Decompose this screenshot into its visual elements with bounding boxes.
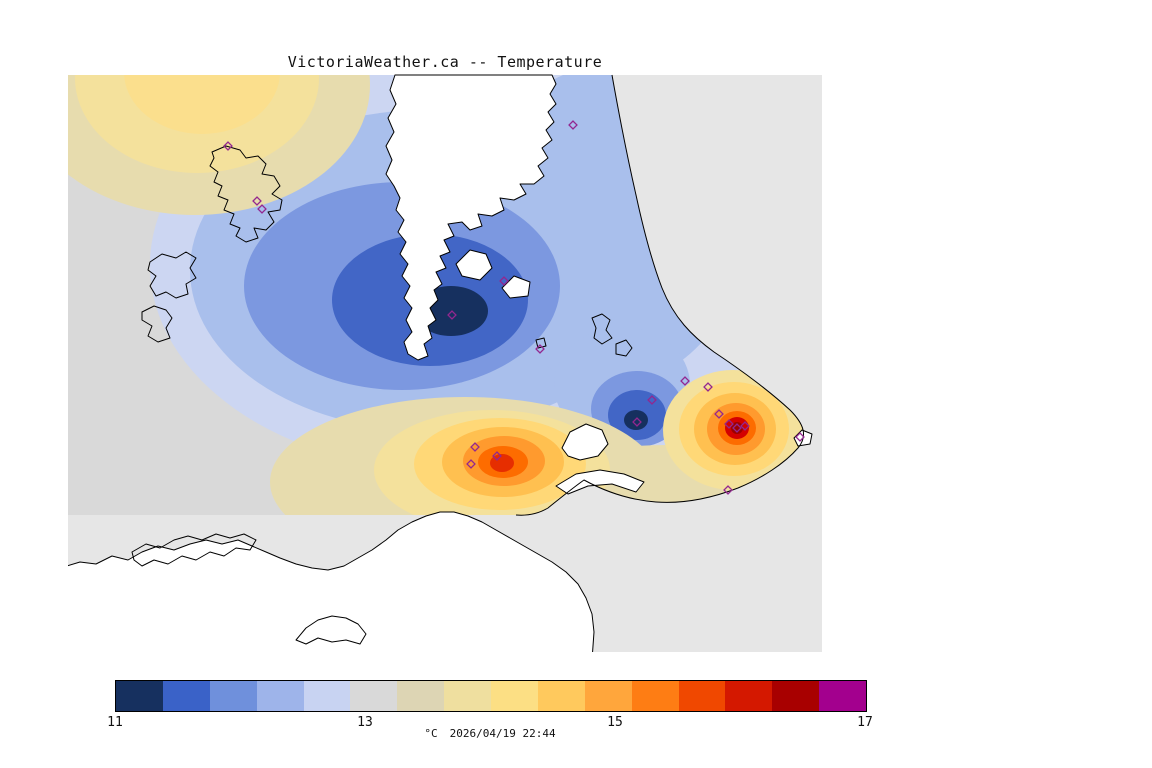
colorbar-segment: [350, 681, 398, 711]
lake-outline: [591, 313, 613, 345]
colorbar-tick-label: 13: [357, 715, 373, 730]
page-title: VictoriaWeather.ca -- Temperature: [287, 53, 603, 71]
station-marker: [732, 423, 742, 433]
station-markers: [223, 120, 805, 495]
colorbar-segment: [537, 681, 585, 711]
station-marker: [568, 120, 578, 130]
colorbar-segment: [678, 681, 726, 711]
colorbar-segment: [162, 681, 210, 711]
colorbar-segment: [491, 681, 538, 711]
station-marker: [499, 276, 509, 286]
land-shape: [68, 511, 595, 652]
station-marker: [703, 382, 713, 392]
inlet-shape: [385, 74, 557, 361]
colorbar-segment: [256, 681, 304, 711]
colorbar-segment: [725, 681, 773, 711]
bay-shape: [501, 275, 531, 299]
colorbar-segment: [397, 681, 445, 711]
colorbar-tick-label: 15: [607, 715, 623, 730]
colorbar-tick-label: 17: [857, 715, 873, 730]
colorbar-segment: [772, 681, 820, 711]
water-bodies: [385, 74, 813, 495]
station-marker: [680, 376, 690, 386]
colorbar-segment: [631, 681, 679, 711]
colorbar-segment: [116, 681, 163, 711]
station-marker: [724, 419, 734, 429]
channel-shape: [555, 469, 645, 495]
field-boundary-coastline: [515, 74, 805, 516]
landmass: [68, 511, 595, 652]
colorbar: [115, 680, 867, 712]
colorbar-segment: [819, 681, 866, 711]
colorbar-segment: [303, 681, 351, 711]
colorbar-segment: [444, 681, 491, 711]
station-marker: [632, 417, 642, 427]
station-marker: [795, 432, 805, 442]
island-outline: [141, 305, 173, 343]
station-marker: [492, 451, 502, 461]
bay-shape: [455, 249, 493, 281]
station-marker: [470, 442, 480, 452]
station-marker: [535, 344, 545, 354]
station-marker: [647, 395, 657, 405]
coastlines: [141, 74, 805, 516]
basin-outline: [295, 615, 367, 645]
station-marker: [723, 485, 733, 495]
station-marker: [257, 204, 267, 214]
station-marker: [223, 141, 233, 151]
station-marker: [252, 196, 262, 206]
colorbar-segment: [584, 681, 632, 711]
lake-outline: [535, 337, 547, 349]
station-marker: [447, 310, 457, 320]
harbour-shape: [561, 423, 609, 461]
peninsula-outline: [209, 145, 283, 243]
map-caption: °C 2026/04/19 22:44: [115, 727, 865, 740]
station-marker: [466, 459, 476, 469]
station-marker: [740, 421, 750, 431]
station-marker: [714, 409, 724, 419]
colorbar-tick-label: 11: [107, 715, 123, 730]
lake-outline: [615, 339, 633, 357]
colorbar-segment: [209, 681, 257, 711]
caption-timestamp: 2026/04/19 22:44: [449, 727, 556, 740]
caption-unit: °C: [424, 727, 438, 740]
island-outline: [147, 251, 197, 299]
inland-lake-outline: [131, 533, 257, 567]
